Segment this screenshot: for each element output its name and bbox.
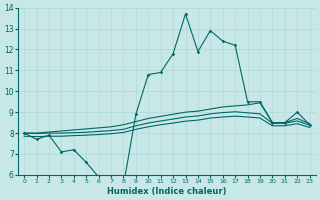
- X-axis label: Humidex (Indice chaleur): Humidex (Indice chaleur): [107, 187, 227, 196]
